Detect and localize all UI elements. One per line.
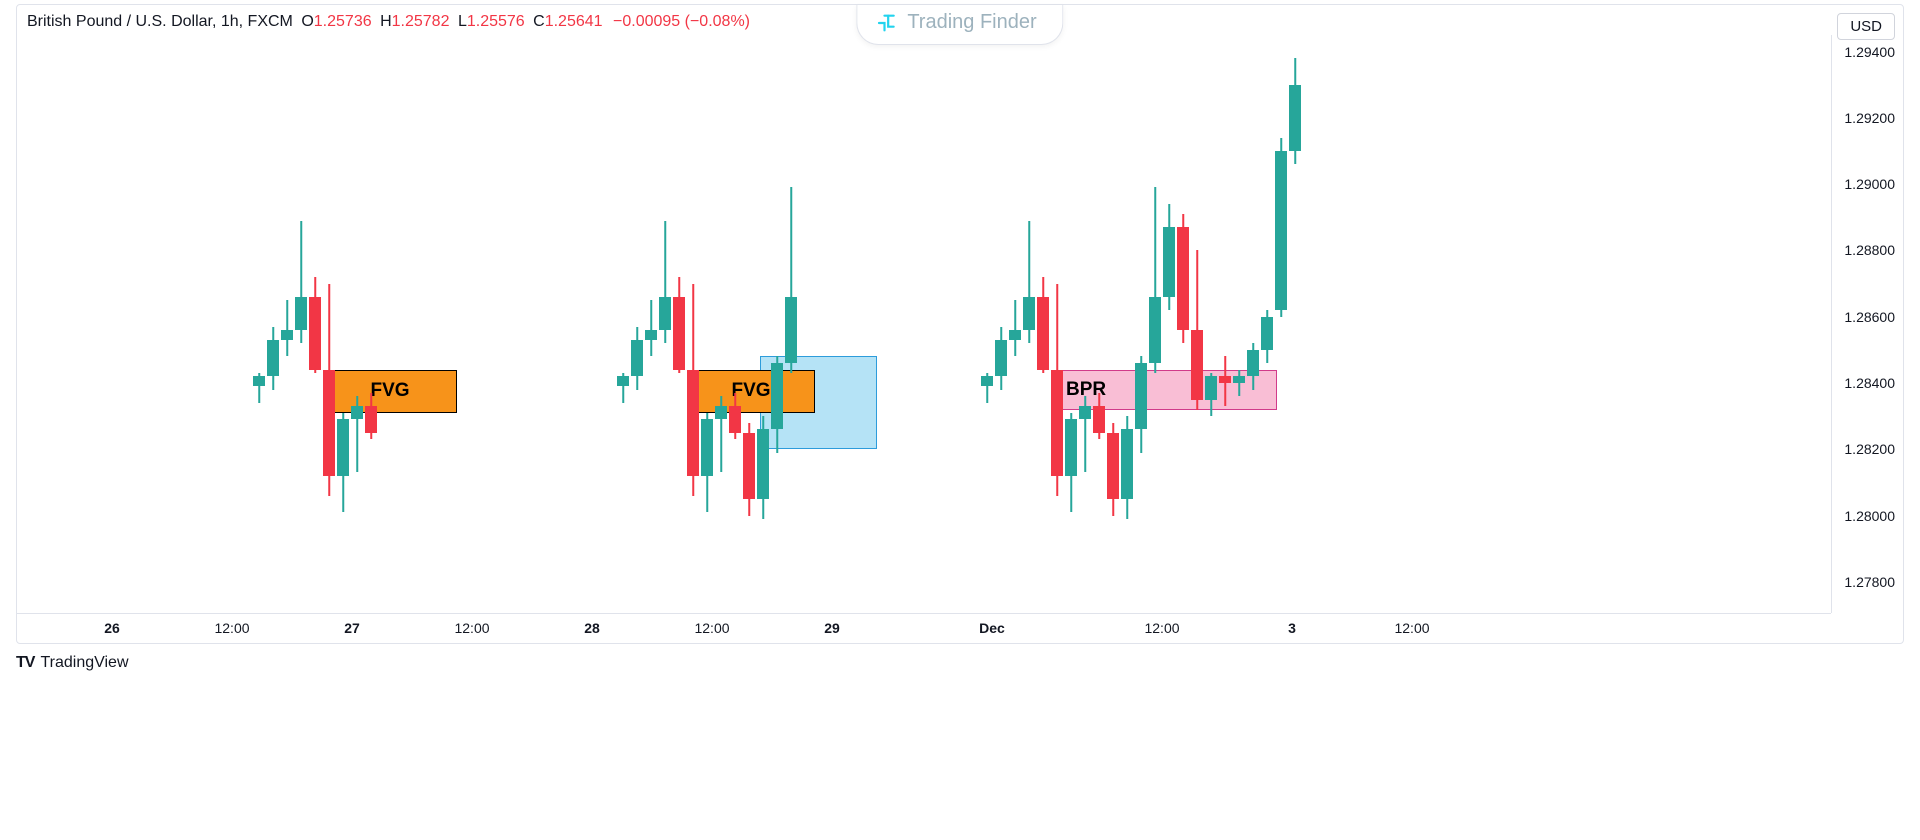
candle[interactable] — [1037, 35, 1049, 615]
candle[interactable] — [309, 35, 321, 615]
candle[interactable] — [715, 35, 727, 615]
candle[interactable] — [1051, 35, 1063, 615]
y-axis[interactable]: 1.27800 1.28000 1.28200 1.28400 1.28600 1.288… — [1831, 35, 1903, 613]
x-tick: 12:00 — [694, 620, 729, 636]
candle[interactable] — [365, 35, 377, 615]
ohlc-open: 1.25736 — [314, 13, 372, 30]
candle[interactable] — [1079, 35, 1091, 615]
candle[interactable] — [1233, 35, 1245, 615]
candle[interactable] — [1009, 35, 1021, 615]
candle[interactable] — [253, 35, 265, 615]
x-tick: Dec — [979, 620, 1005, 636]
x-tick: 28 — [584, 620, 600, 636]
candle[interactable] — [645, 35, 657, 615]
watermark-text: Trading Finder — [907, 11, 1036, 34]
y-tick: 1.29000 — [1844, 176, 1895, 192]
candle[interactable] — [1065, 35, 1077, 615]
candle[interactable] — [687, 35, 699, 615]
candle[interactable] — [757, 35, 769, 615]
ohlc-high: 1.25782 — [392, 13, 450, 30]
candle[interactable] — [295, 35, 307, 615]
y-tick: 1.29400 — [1844, 44, 1895, 60]
candle[interactable] — [981, 35, 993, 615]
symbol-text[interactable]: British Pound / U.S. Dollar, 1h, FXCM — [27, 13, 293, 30]
y-tick: 1.28400 — [1844, 375, 1895, 391]
candle[interactable] — [1121, 35, 1133, 615]
candle[interactable] — [281, 35, 293, 615]
ohlc-close: 1.25641 — [545, 13, 603, 30]
chart-panel: British Pound / U.S. Dollar, 1h, FXCM O1… — [16, 4, 1904, 644]
y-tick: 1.29200 — [1844, 110, 1895, 126]
candle[interactable] — [659, 35, 671, 615]
candle[interactable] — [729, 35, 741, 615]
x-tick: 12:00 — [1394, 620, 1429, 636]
candle[interactable] — [1163, 35, 1175, 615]
tradingview-logo-text: TradingView — [40, 654, 128, 672]
candle[interactable] — [267, 35, 279, 615]
candle[interactable] — [1247, 35, 1259, 615]
x-tick: 29 — [824, 620, 840, 636]
ohlc-low: 1.25576 — [467, 13, 525, 30]
candle[interactable] — [1135, 35, 1147, 615]
y-tick: 1.27800 — [1844, 574, 1895, 590]
watermark-badge: Trading Finder — [856, 5, 1063, 45]
tradingview-attribution: TV TradingView — [16, 654, 129, 672]
candle[interactable] — [1261, 35, 1273, 615]
x-tick: 3 — [1288, 620, 1296, 636]
candle[interactable] — [673, 35, 685, 615]
y-tick: 1.28800 — [1844, 242, 1895, 258]
candle[interactable] — [337, 35, 349, 615]
candle[interactable] — [995, 35, 1007, 615]
candle[interactable] — [351, 35, 363, 615]
candle[interactable] — [785, 35, 797, 615]
y-tick: 1.28600 — [1844, 309, 1895, 325]
candle[interactable] — [701, 35, 713, 615]
candle[interactable] — [1093, 35, 1105, 615]
candle[interactable] — [1177, 35, 1189, 615]
candle[interactable] — [1275, 35, 1287, 615]
x-tick: 12:00 — [214, 620, 249, 636]
candle[interactable] — [1219, 35, 1231, 615]
candle[interactable] — [1149, 35, 1161, 615]
y-tick: 1.28000 — [1844, 508, 1895, 524]
x-axis[interactable]: 26 12:00 27 12:00 28 12:00 29 Dec 12:00 3 12:00 — [17, 613, 1831, 643]
candle[interactable] — [1107, 35, 1119, 615]
candle[interactable] — [1023, 35, 1035, 615]
candle[interactable] — [1191, 35, 1203, 615]
x-tick: 12:00 — [1144, 620, 1179, 636]
candle[interactable] — [323, 35, 335, 615]
candle[interactable] — [743, 35, 755, 615]
currency-badge[interactable]: USD — [1837, 13, 1895, 40]
x-tick: 27 — [344, 620, 360, 636]
candle[interactable] — [1289, 35, 1301, 615]
ohlc-change: −0.00095 (−0.08%) — [613, 13, 750, 30]
candle[interactable] — [631, 35, 643, 615]
tradingview-logo-icon: TV — [16, 654, 34, 672]
plot-area[interactable]: FVGBPRFVGFVG — [17, 35, 1831, 613]
symbol-header: British Pound / U.S. Dollar, 1h, FXCM O1… — [27, 13, 750, 31]
candle[interactable] — [1205, 35, 1217, 615]
watermark-icon — [875, 12, 897, 34]
y-tick: 1.28200 — [1844, 441, 1895, 457]
x-tick: 12:00 — [454, 620, 489, 636]
candle[interactable] — [617, 35, 629, 615]
x-tick: 26 — [104, 620, 120, 636]
candle[interactable] — [771, 35, 783, 615]
